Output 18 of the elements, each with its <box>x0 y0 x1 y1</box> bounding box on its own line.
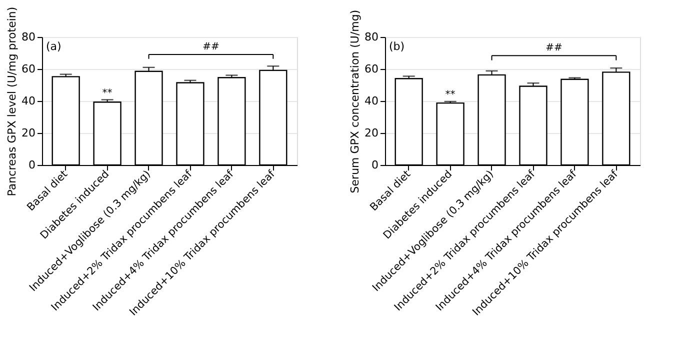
annotation: ## <box>546 42 562 54</box>
annotation: (a) <box>46 40 62 53</box>
y-tick-label: 80 <box>364 30 378 44</box>
annotation: ## <box>202 41 220 52</box>
y-tick-label: 20 <box>22 126 36 140</box>
annotation: ** <box>102 88 112 99</box>
y-tick-label: 60 <box>22 62 36 76</box>
y-tick-label: 0 <box>372 158 378 172</box>
annotation: ** <box>445 89 456 100</box>
y-tick-label: 20 <box>364 126 378 140</box>
y-axis-title: Pancreas GPX level (U/mg protein) <box>6 6 19 196</box>
y-tick-label: 60 <box>364 62 378 76</box>
y-tick-label: 40 <box>22 94 36 108</box>
annotation: (b) <box>389 40 405 53</box>
y-tick-label: 80 <box>22 30 36 44</box>
y-tick-label: 40 <box>364 94 378 108</box>
y-tick-label: 0 <box>28 158 36 172</box>
y-axis-title: Serum GPX concentration (U/mg) <box>348 10 362 194</box>
